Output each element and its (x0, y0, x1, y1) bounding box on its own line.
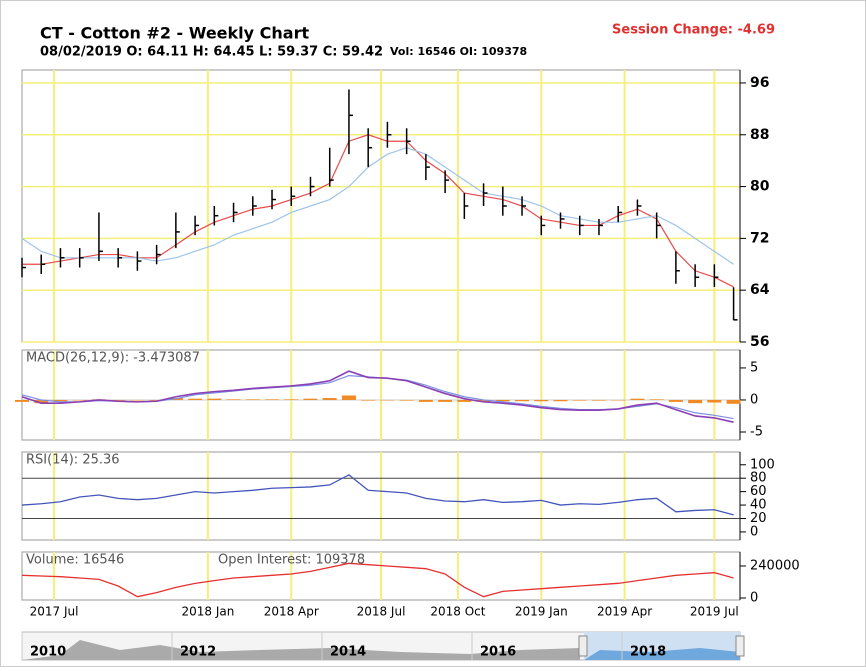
histogram-bar (553, 399, 568, 402)
panel-title: Volume: 16546 (26, 553, 124, 568)
histogram-bar (34, 399, 49, 404)
navigator-handle[interactable] (578, 635, 588, 657)
histogram-bar (476, 399, 491, 402)
y-tick-label: 240000 (750, 559, 800, 574)
histogram-bar (515, 399, 530, 402)
y-tick-label: -5 (750, 424, 763, 439)
navigator-label: 2018 (630, 645, 666, 660)
x-tick-label: 2017 Jul (30, 605, 79, 619)
histogram-bar (418, 399, 433, 402)
y-tick-label: 5 (750, 360, 758, 375)
moving-average (21, 147, 734, 265)
histogram-bar (495, 399, 510, 402)
histogram-bar (284, 399, 299, 400)
x-tick-label: 2019 Jul (690, 605, 739, 619)
histogram-bar (572, 399, 587, 401)
histogram-bar (15, 399, 29, 402)
y-tick-label: 40 (750, 498, 767, 513)
panel-title: Open Interest: 109378 (218, 553, 365, 568)
histogram-bar (322, 398, 337, 400)
histogram-bar (149, 399, 164, 401)
y-tick-label: 72 (750, 230, 769, 246)
x-tick-label: 2019 Apr (597, 605, 652, 619)
histogram-bar (534, 399, 549, 402)
y-tick-label: 56 (750, 334, 769, 350)
histogram-bar (361, 399, 376, 401)
y-tick-label: 60 (750, 484, 767, 499)
line (21, 474, 734, 516)
panel-title: RSI(14): 25.36 (26, 453, 120, 468)
histogram-bar (130, 399, 145, 401)
x-tick-label: 2019 Jan (515, 605, 568, 619)
navigator-label: 2016 (480, 645, 516, 660)
y-tick-label: 88 (750, 127, 769, 143)
y-tick-label: 100 (750, 457, 775, 472)
x-tick-label: 2018 Oct (430, 605, 485, 619)
histogram-bar (649, 399, 664, 400)
line (21, 562, 734, 598)
session-change: Session Change: -4.69 (612, 23, 775, 38)
histogram-bar (245, 399, 260, 400)
macd-line (21, 370, 734, 423)
navigator-area (22, 640, 580, 660)
y-tick-label: 0 (750, 392, 758, 407)
histogram-bar (438, 399, 453, 402)
histogram-bar (226, 399, 241, 400)
histogram-bar (688, 399, 703, 404)
navigator-label: 2010 (30, 645, 66, 660)
histogram-bar (399, 399, 414, 401)
y-tick-label: 64 (750, 282, 770, 298)
y-tick-label: 20 (750, 511, 767, 526)
y-tick-label: 96 (750, 75, 769, 91)
panel-title: MACD(26,12,9): -3.473087 (26, 351, 200, 366)
y-tick-label: 0 (750, 524, 758, 539)
histogram-bar (341, 395, 356, 400)
title: CT - Cotton #2 - Weekly Chart (40, 24, 309, 43)
histogram-bar (611, 399, 626, 401)
histogram-bar (591, 399, 606, 401)
histogram-bar (111, 399, 126, 401)
histogram-bar (72, 399, 87, 401)
histogram-bar (265, 399, 280, 400)
histogram-bar (380, 399, 395, 401)
y-tick-label: 0 (750, 591, 758, 606)
histogram-bar (630, 398, 645, 400)
subtitle: 08/02/2019 O: 64.11 H: 64.45 L: 59.37 C:… (40, 45, 383, 60)
histogram-bar (207, 398, 222, 400)
navigator[interactable]: 2010 2012 2014 2016 2018 (21, 631, 745, 661)
histogram-bar (53, 399, 68, 402)
x-tick-label: 2018 Jan (181, 605, 234, 619)
histogram-bar (303, 398, 318, 400)
histogram-bar (726, 399, 741, 404)
y-tick-label: 80 (750, 179, 770, 195)
histogram-bar (668, 399, 683, 402)
histogram-bar (457, 399, 472, 402)
navigator-label: 2012 (180, 645, 216, 660)
navigator-handle[interactable] (735, 635, 745, 657)
navigator-label: 2014 (330, 645, 366, 660)
histogram-bar (707, 399, 722, 403)
y-tick-label: 80 (750, 471, 767, 486)
x-tick-label: 2018 Jul (357, 605, 406, 619)
navigator-selected-area (584, 648, 740, 660)
histogram-bar (188, 398, 203, 400)
x-tick-label: 2018 Apr (264, 605, 319, 619)
vol-oi: Vol: 16546 OI: 109378 (390, 45, 527, 58)
